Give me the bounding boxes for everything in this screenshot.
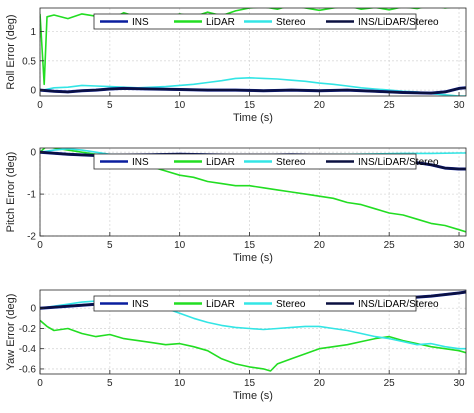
roll-y-tick-label: 0.5 xyxy=(22,56,36,67)
roll-x-tick-label: 0 xyxy=(37,100,43,111)
roll-axes-box xyxy=(39,7,467,97)
roll-legend-ins-label: INS xyxy=(132,17,149,28)
roll-y-axis-label: Roll Error (deg) xyxy=(5,14,17,89)
roll-series-group xyxy=(40,8,466,96)
roll-legend-lidar-label: LiDAR xyxy=(206,17,235,28)
yaw-x-tick-label: 25 xyxy=(384,378,396,389)
pitch-x-tick-label: 10 xyxy=(174,240,186,251)
pitch-x-tick-label: 15 xyxy=(244,240,256,251)
roll-legend: INS LiDAR Stereo INS/LiDAR/Stereo xyxy=(93,13,439,30)
yaw-series-lidar xyxy=(40,319,466,372)
pitch-y-axis-label: Pitch Error (deg) xyxy=(5,152,17,233)
pitch-x-tick-label: 30 xyxy=(453,240,465,251)
roll-x-axis-label: Time (s) xyxy=(233,112,273,124)
pitch-x-tick-label: 20 xyxy=(314,240,326,251)
yaw-x-tick-label: 5 xyxy=(107,378,113,389)
yaw-x-tick-label: 0 xyxy=(37,378,43,389)
roll-panel: 0 5 10 15 20 25 30 0 0.5 1 Time (s) Roll Error (deg… xyxy=(5,7,467,124)
yaw-legend: INS LiDAR Stereo INS/LiDAR/Stereo xyxy=(93,295,439,312)
yaw-x-tick-label: 15 xyxy=(244,378,256,389)
roll-x-tick-label: 5 xyxy=(107,100,113,111)
roll-legend-stereo-label: Stereo xyxy=(276,17,306,28)
yaw-legend-ins-label: INS xyxy=(132,299,149,310)
pitch-y-tick-label: -2 xyxy=(27,232,36,243)
yaw-x-tick-label: 10 xyxy=(174,378,186,389)
roll-x-tick-label: 10 xyxy=(174,100,186,111)
yaw-y-tick-label: 0 xyxy=(30,304,36,315)
roll-y-tick-label: 0 xyxy=(30,86,36,97)
pitch-panel: 0 5 10 15 20 25 30 0 -1 -2 Time (s) Pitch Error (de… xyxy=(5,147,467,264)
pitch-y-tick-label: 0 xyxy=(30,148,36,159)
yaw-x-tick-label: 20 xyxy=(314,378,326,389)
pitch-x-tick-label: 5 xyxy=(107,240,113,251)
pitch-x-tick-label: 0 xyxy=(37,240,43,251)
yaw-y-tick-label: -0.2 xyxy=(19,324,37,335)
yaw-y-tick-label: -0.4 xyxy=(19,344,37,355)
pitch-legend-stereo-label: Stereo xyxy=(276,157,306,168)
yaw-x-axis-label: Time (s) xyxy=(233,390,273,402)
yaw-x-tick-label: 30 xyxy=(453,378,465,389)
yaw-legend-stereo-label: Stereo xyxy=(276,299,306,310)
pitch-x-axis-label: Time (s) xyxy=(233,252,273,264)
roll-x-tick-label: 30 xyxy=(453,100,465,111)
pitch-legend: INS LiDAR Stereo INS/LiDAR/Stereo xyxy=(93,153,439,170)
roll-x-tick-label: 25 xyxy=(384,100,396,111)
roll-legend-ins-lidar-stereo-label: INS/LiDAR/Stereo xyxy=(358,17,439,28)
pitch-legend-lidar-label: LiDAR xyxy=(206,157,235,168)
pitch-y-tick-label: -1 xyxy=(27,190,36,201)
pitch-x-tick-label: 25 xyxy=(384,240,396,251)
pitch-axes-box xyxy=(39,147,467,237)
yaw-legend-lidar-label: LiDAR xyxy=(206,299,235,310)
roll-series-ins-lidar-stereo xyxy=(40,86,466,95)
yaw-y-axis-label: Yaw Error (deg) xyxy=(5,294,17,371)
pitch-legend-ins-lidar-stereo-label: INS/LiDAR/Stereo xyxy=(358,157,439,168)
pitch-legend-ins-label: INS xyxy=(132,157,149,168)
roll-y-tick-label: 1 xyxy=(30,27,36,38)
roll-x-tick-label: 15 xyxy=(244,100,256,111)
yaw-axes-box xyxy=(39,289,467,375)
yaw-y-tick-label: -0.6 xyxy=(19,364,37,375)
yaw-legend-ins-lidar-stereo-label: INS/LiDAR/Stereo xyxy=(358,299,439,310)
yaw-panel: 0 5 10 15 20 25 30 0 -0.2 -0.4 -0.6 Time (s) Yaw Err… xyxy=(5,289,467,402)
roll-x-tick-label: 20 xyxy=(314,100,326,111)
